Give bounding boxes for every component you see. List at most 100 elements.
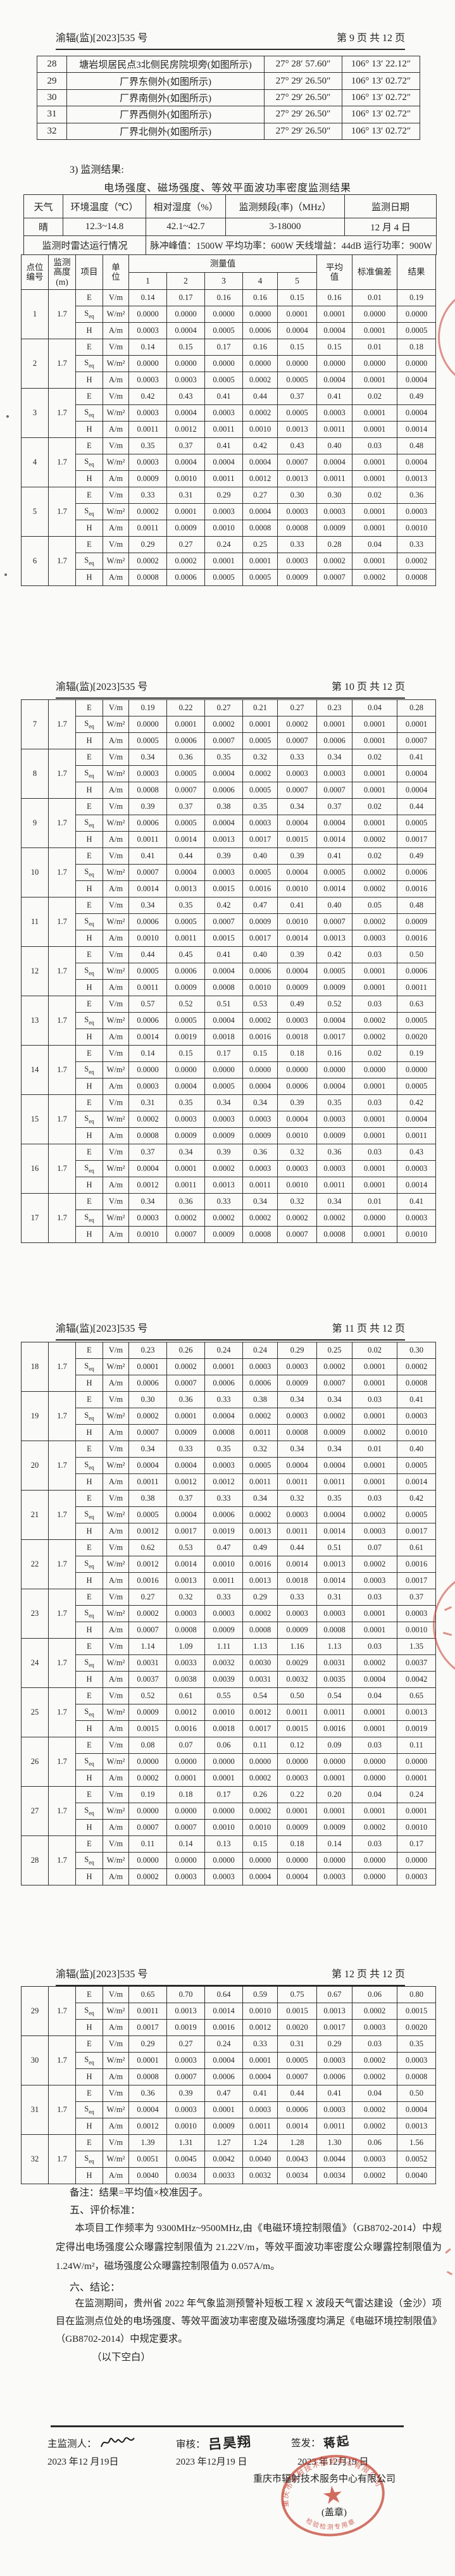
avg-cell: 0.0001	[316, 306, 352, 323]
unit-cell: W/m²	[103, 913, 129, 930]
value-cell: 0.0011	[128, 831, 167, 848]
value-cell: 0.44	[166, 847, 205, 865]
result-cell: 0.49	[397, 388, 436, 405]
unit-cell: W/m²	[103, 553, 129, 570]
value-cell: 0.30	[128, 1391, 167, 1408]
value-cell: 0.0031	[242, 1671, 278, 1688]
result-cell: 0.0010	[397, 520, 436, 537]
environment-table: 天气 环境温度（℃） 相对湿度（%） 监测频段(率)（MHz） 监测日期 晴 1…	[23, 194, 437, 255]
result-cell: 0.0011	[397, 1127, 436, 1144]
value-cell: 0.0005	[242, 569, 278, 586]
value-cell: 0.0008	[166, 1622, 205, 1639]
avg-cell: 0.0014	[316, 831, 352, 848]
avg-cell: 0.29	[316, 2035, 352, 2053]
env-header-temp: 环境温度（℃）	[63, 194, 146, 218]
result-cell: 0.24	[397, 1786, 436, 1803]
std-cell: 0.0003	[352, 1572, 397, 1589]
result-cell: 0.80	[397, 1986, 436, 2003]
item-cell: Seq	[75, 1408, 103, 1425]
std-cell: 0.0001	[352, 404, 397, 422]
avg-cell: 0.0017	[316, 2019, 352, 2036]
header-average: 平均 值	[316, 254, 352, 290]
height-cell: 1.7	[48, 1589, 76, 1639]
std-cell: 0.06	[352, 2134, 397, 2151]
value-cell: 0.0006	[128, 1375, 167, 1392]
avg-cell: 0.0013	[316, 930, 352, 947]
issuer-block: 签发： 蒋起	[291, 2433, 351, 2451]
value-cell: 0.14	[128, 1045, 167, 1062]
result-cell: 0.19	[397, 289, 436, 306]
value-cell: 0.0004	[128, 1160, 167, 1177]
result-cell: 0.0037	[397, 1654, 436, 1672]
value-cell: 0.13	[204, 1835, 243, 1853]
item-cell: E	[75, 388, 103, 405]
avg-cell: 0.0007	[316, 569, 352, 586]
result-cell: 0.0052	[397, 2151, 436, 2168]
std-cell: 0.0001	[352, 732, 397, 749]
value-cell: 0.42	[128, 388, 167, 405]
std-cell: 0.04	[352, 536, 397, 553]
item-cell: H	[75, 520, 103, 537]
avg-cell: 0.0004	[316, 322, 352, 339]
section3-heading: 3) 监测结果:	[70, 165, 124, 175]
value-cell: 0.0002	[242, 404, 278, 422]
avg-cell: 0.0011	[316, 421, 352, 438]
std-cell: 0.0002	[352, 880, 397, 897]
value-cell: 0.0003	[242, 2101, 278, 2118]
monitor-data-row: H A/m 0.0014 0.0019 0.0018 0.0016 0.0018 0.0017…	[22, 1029, 436, 1046]
value-cell: 0.0007	[166, 1819, 205, 1836]
value-cell: 0.0004	[277, 815, 317, 832]
point-id-cell: 6	[21, 536, 49, 586]
avg-cell: 0.0001	[316, 716, 352, 733]
value-cell: 0.17	[204, 1786, 243, 1803]
std-cell: 0.0001	[352, 1803, 397, 1820]
value-cell: 0.32	[166, 1589, 205, 1606]
location-name-cell: 厂界西侧外(如图所示)	[66, 106, 265, 123]
result-cell: 0.0040	[397, 2167, 436, 2184]
value-cell: 0.0011	[242, 1424, 278, 1441]
value-cell: 0.0011	[166, 930, 205, 947]
value-cell: 0.0000	[204, 1061, 243, 1079]
std-cell: 0.03	[352, 946, 397, 963]
std-cell: 0.0001	[352, 1111, 397, 1128]
value-cell: 0.0009	[166, 1424, 205, 1441]
value-cell: 0.0017	[242, 1720, 278, 1737]
value-cell: 0.0000	[204, 1852, 243, 1869]
monitor-table-page9: 点位 编号 监测 高度 (m) 项目单 位测量值 平均 值标准偏差 结果 1 2 3 4 5 1 1.…	[21, 254, 436, 586]
monitor-data-row: 10 1.7 E V/m 0.41 0.44 0.39 0.40 0.39 0.41 0.02 0.4…	[21, 847, 436, 897]
value-cell: 0.44	[128, 946, 167, 963]
item-cell: H	[75, 1078, 103, 1095]
unit-cell: A/m	[103, 1375, 129, 1392]
result-cell: 0.0010	[397, 1226, 436, 1243]
value-cell: 0.33	[128, 487, 167, 504]
value-cell: 0.0005	[242, 864, 278, 881]
unit-cell: A/m	[103, 1720, 129, 1737]
avg-cell: 0.54	[316, 1687, 352, 1704]
value-cell: 0.07	[166, 1737, 205, 1754]
std-cell: 0.07	[352, 1539, 397, 1556]
avg-cell: 0.0016	[316, 1720, 352, 1737]
item-cell: Seq	[75, 1556, 103, 1573]
avg-cell: 0.23	[316, 699, 352, 716]
page-label: 第 9 页 共 12 页	[336, 33, 405, 44]
header-point-id: 点位 编号	[21, 254, 49, 290]
item-cell: Seq	[75, 1506, 103, 1523]
item-cell: E	[75, 2035, 103, 2053]
unit-cell: W/m²	[103, 1408, 129, 1425]
value-cell: 0.29	[204, 487, 243, 504]
std-cell: 0.03	[352, 1737, 397, 1754]
avg-cell: 0.0017	[316, 1029, 352, 1046]
avg-cell: 0.16	[316, 1045, 352, 1062]
value-cell: 0.0010	[204, 520, 243, 537]
header-measure-index: 4	[242, 272, 278, 290]
unit-cell: A/m	[103, 1424, 129, 1441]
radar-status-value: 脉冲峰值：1500W 平均功率：600W 天线增益：44dB 运行功率：900W	[146, 235, 437, 255]
value-cell: 0.36	[166, 1193, 205, 1210]
value-cell: 0.0002	[204, 716, 243, 733]
item-cell: E	[75, 487, 103, 504]
unit-cell: W/m²	[103, 1803, 129, 1820]
avg-cell: 0.0002	[316, 1210, 352, 1227]
value-cell: 0.0012	[128, 1556, 167, 1573]
avg-cell: 0.0014	[316, 1572, 352, 1589]
location-row: 29 厂界东侧外(如图所示) 27° 29′ 26.50″ 106° 13′ 02.7…	[37, 72, 420, 90]
